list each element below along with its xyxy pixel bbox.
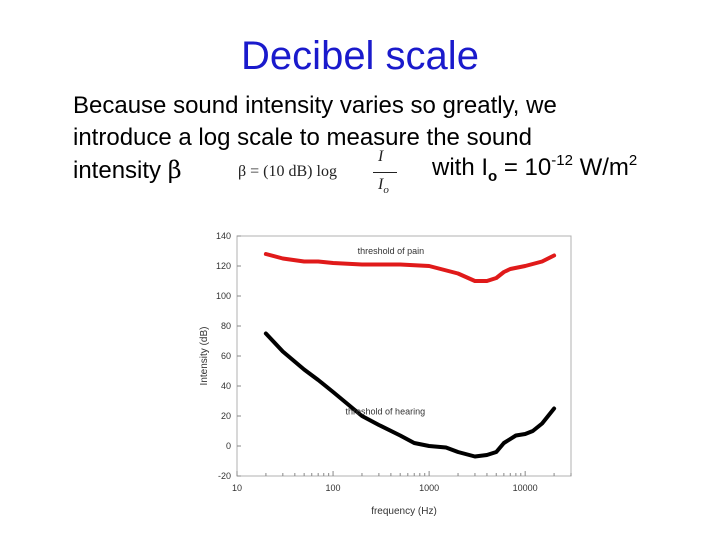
pain-threshold-point xyxy=(457,273,459,274)
decibel-formula: β = (10 dB) log I Io xyxy=(238,148,408,206)
decibel-chart: -20 0 20 40 60 80 100 120 140 10 100 1000 10000 frequ… xyxy=(199,231,572,517)
pain-threshold-point xyxy=(486,280,488,282)
hearing-threshold-point xyxy=(361,415,363,417)
pain-threshold-point xyxy=(361,264,363,265)
intro-line-3: intensity β xyxy=(73,154,182,187)
hearing-threshold-point xyxy=(541,423,543,424)
hearing-threshold-point xyxy=(515,435,517,436)
hearing-threshold-point xyxy=(486,454,488,456)
y-tick-label: 0 xyxy=(226,441,231,451)
with-equals: = 10 xyxy=(497,154,552,181)
hearing-threshold-point xyxy=(524,433,526,435)
intro-line-1: Because sound intensity varies so greatl… xyxy=(73,92,557,119)
with-text: with I xyxy=(432,154,489,181)
pain-threshold-point xyxy=(332,262,334,264)
hearing-threshold-point xyxy=(282,351,284,352)
hearing-threshold-point xyxy=(428,445,430,447)
hearing-threshold-point xyxy=(265,333,267,334)
pain-threshold-point xyxy=(495,277,497,279)
y-tick-label: 120 xyxy=(216,261,231,271)
hearing-threshold-point xyxy=(474,456,476,457)
hearing-threshold-point xyxy=(399,435,401,436)
formula-denominator: Io xyxy=(378,176,389,196)
pain-threshold-point xyxy=(428,265,430,267)
hearing-threshold-point xyxy=(445,447,447,448)
formula-numerator: I xyxy=(378,148,384,165)
formula-lhs: β = (10 dB) log xyxy=(238,163,337,180)
hearing-threshold-point xyxy=(378,424,380,426)
formula-denominator-sub: o xyxy=(383,184,389,197)
y-tick-label: -20 xyxy=(218,471,231,481)
hearing-threshold-point xyxy=(532,430,534,432)
pain-threshold-point xyxy=(317,261,319,262)
slide-title: Decibel scale xyxy=(241,34,479,78)
y-tick-label: 60 xyxy=(221,351,231,361)
with-subscript: o xyxy=(488,167,498,185)
x-axis-label: frequency (Hz) xyxy=(371,506,437,517)
pain-threshold-point xyxy=(282,258,284,259)
hearing-threshold-point xyxy=(553,408,555,409)
hearing-threshold-label: threshold of hearing xyxy=(346,407,426,417)
x-tick-label: 10 xyxy=(232,483,242,493)
x-tick-label: 1000 xyxy=(419,483,439,493)
with-unit-exponent: 2 xyxy=(628,152,638,169)
hearing-threshold-point xyxy=(457,451,459,453)
intro-line-2: introduce a log scale to measure the sou… xyxy=(73,124,532,151)
hearing-threshold-point xyxy=(413,442,415,444)
pain-threshold-point xyxy=(509,268,511,270)
with-exponent: -12 xyxy=(551,152,573,169)
beta-symbol: β xyxy=(167,156,182,184)
x-tick-label: 10000 xyxy=(513,483,538,493)
formula-fraction-bar xyxy=(373,172,397,173)
y-tick-label: 20 xyxy=(221,411,231,421)
hearing-threshold-point xyxy=(503,442,505,444)
pain-threshold-point xyxy=(303,261,305,262)
hearing-threshold-point xyxy=(332,391,334,393)
y-tick-label: 80 xyxy=(221,321,231,331)
formula-denominator-main: I xyxy=(378,176,384,193)
y-axis-label: Intensity (dB) xyxy=(199,327,210,386)
pain-threshold-point xyxy=(265,253,267,255)
reference-intensity: with Io = 10-12 W/m2 xyxy=(432,152,638,185)
pain-threshold-point xyxy=(474,280,476,282)
hearing-threshold-point xyxy=(303,369,305,370)
y-tick-label: 100 xyxy=(216,291,231,301)
x-tick-label: 100 xyxy=(326,483,341,493)
pain-threshold-point xyxy=(503,271,505,273)
pain-threshold-point xyxy=(553,255,555,256)
pain-threshold-point xyxy=(399,264,401,265)
pain-threshold-point xyxy=(524,265,526,267)
with-unit: W/m xyxy=(572,154,629,181)
y-tick-label: 140 xyxy=(216,231,231,241)
y-tick-label: 40 xyxy=(221,381,231,391)
hearing-threshold-point xyxy=(317,379,319,381)
pain-threshold-label: threshold of pain xyxy=(358,246,425,256)
hearing-threshold-point xyxy=(495,451,497,453)
pain-threshold-point xyxy=(541,261,543,262)
intensity-label: intensity xyxy=(73,157,168,184)
